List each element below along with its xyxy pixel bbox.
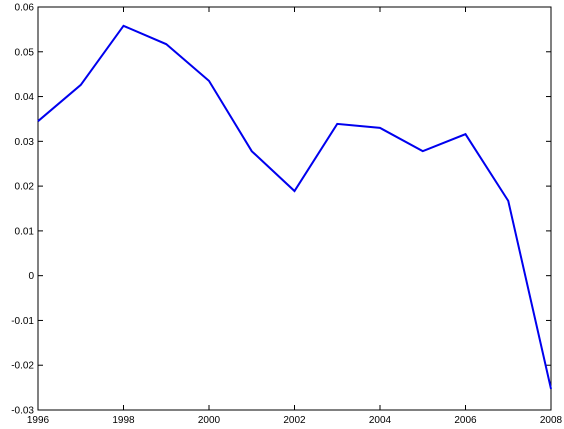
- x-tick-label: 2002: [283, 415, 306, 426]
- y-tick-label: 0.05: [15, 47, 35, 58]
- x-tick-label: 2006: [454, 415, 477, 426]
- x-tick-label: 2004: [369, 415, 392, 426]
- x-tick-label: 2000: [198, 415, 221, 426]
- x-tick-label: 2008: [540, 415, 563, 426]
- x-tick-label: 1996: [27, 415, 50, 426]
- y-tick-label: 0.03: [15, 137, 35, 148]
- y-tick-label: 0.04: [15, 92, 35, 103]
- x-tick-label: 1998: [112, 415, 135, 426]
- plot-frame: [37, 6, 552, 411]
- line-series: [37, 24, 552, 390]
- y-tick-label: 0.01: [15, 226, 35, 237]
- y-tick-label: -0.01: [11, 316, 34, 327]
- y-tick-label: 0.02: [15, 182, 35, 193]
- y-tick-label: 0.06: [15, 3, 35, 14]
- y-tick-label: -0.03: [11, 406, 34, 417]
- y-tick-label: 0: [28, 271, 34, 282]
- y-tick-label: -0.02: [11, 361, 34, 372]
